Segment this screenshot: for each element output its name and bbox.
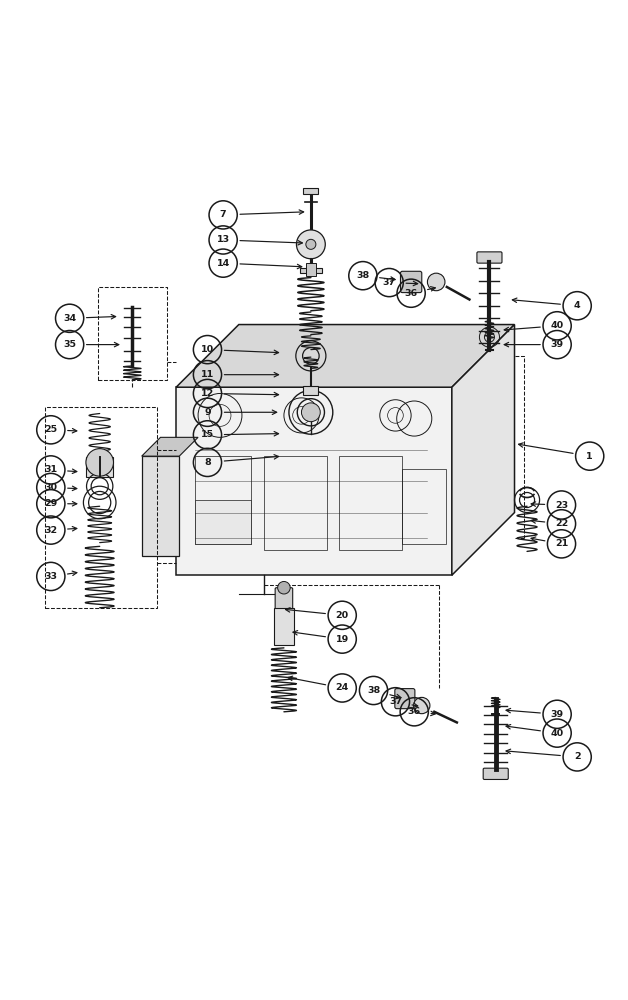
- FancyBboxPatch shape: [477, 252, 502, 263]
- Text: 33: 33: [45, 572, 57, 581]
- Text: 24: 24: [335, 683, 349, 692]
- FancyBboxPatch shape: [274, 608, 294, 645]
- Text: 15: 15: [201, 430, 214, 439]
- Text: 22: 22: [555, 519, 568, 528]
- Text: 38: 38: [367, 686, 380, 695]
- Text: 23: 23: [555, 501, 568, 510]
- Text: 20: 20: [335, 611, 349, 620]
- Text: 12: 12: [201, 389, 214, 398]
- Text: 21: 21: [555, 539, 568, 548]
- Circle shape: [428, 273, 445, 291]
- Text: 31: 31: [44, 465, 57, 474]
- Text: 4: 4: [574, 301, 580, 310]
- FancyBboxPatch shape: [306, 263, 316, 276]
- Text: 40: 40: [551, 729, 564, 738]
- Text: 36: 36: [408, 707, 421, 716]
- FancyBboxPatch shape: [275, 588, 293, 609]
- Polygon shape: [176, 325, 514, 387]
- Text: 25: 25: [44, 425, 57, 434]
- Text: 11: 11: [201, 370, 214, 379]
- Text: 13: 13: [217, 235, 230, 244]
- Text: 10: 10: [201, 345, 214, 354]
- Text: 14: 14: [217, 259, 230, 268]
- Polygon shape: [142, 437, 198, 456]
- Circle shape: [296, 230, 325, 259]
- FancyBboxPatch shape: [300, 268, 322, 273]
- Bar: [339, 456, 402, 550]
- FancyBboxPatch shape: [303, 188, 318, 194]
- Text: 32: 32: [44, 526, 57, 535]
- Bar: [195, 456, 251, 544]
- FancyBboxPatch shape: [401, 271, 422, 293]
- Bar: [402, 469, 446, 544]
- Text: 40: 40: [551, 321, 564, 330]
- Text: 39: 39: [551, 340, 564, 349]
- Text: 30: 30: [45, 483, 57, 492]
- Circle shape: [414, 697, 430, 714]
- FancyBboxPatch shape: [86, 457, 114, 477]
- Text: 7: 7: [220, 210, 227, 219]
- Circle shape: [86, 449, 114, 476]
- FancyBboxPatch shape: [303, 386, 318, 395]
- Polygon shape: [452, 325, 514, 575]
- Text: 8: 8: [204, 458, 211, 467]
- Polygon shape: [176, 387, 452, 575]
- Text: 9: 9: [204, 408, 211, 417]
- Text: 39: 39: [551, 710, 564, 719]
- Bar: [264, 456, 327, 550]
- FancyBboxPatch shape: [483, 768, 508, 779]
- Circle shape: [278, 581, 290, 594]
- Text: 29: 29: [44, 499, 57, 508]
- Text: 36: 36: [404, 289, 418, 298]
- Circle shape: [306, 239, 316, 249]
- Circle shape: [301, 403, 320, 422]
- Text: 34: 34: [63, 314, 76, 323]
- Text: 19: 19: [335, 635, 349, 644]
- Text: 37: 37: [382, 278, 396, 287]
- Text: 38: 38: [356, 271, 369, 280]
- Bar: [195, 500, 251, 544]
- Bar: [142, 456, 179, 556]
- Text: 35: 35: [63, 340, 76, 349]
- Text: 2: 2: [574, 752, 580, 761]
- Text: 37: 37: [389, 697, 402, 706]
- FancyBboxPatch shape: [395, 689, 415, 709]
- Text: 1: 1: [587, 452, 593, 461]
